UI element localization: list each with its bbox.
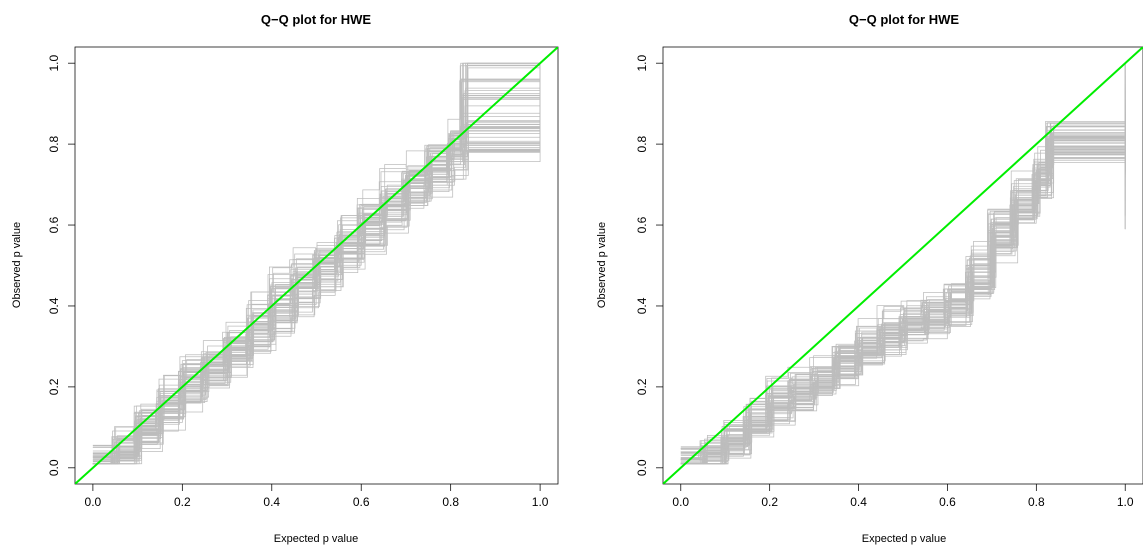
replicate-line: [680, 143, 1126, 465]
x-tick-label: 0.6: [939, 495, 956, 509]
x-tick-label: 0.6: [353, 495, 370, 509]
replicate-line: [680, 147, 1126, 462]
replicate-line: [680, 114, 1126, 456]
replicate-line: [680, 75, 1126, 465]
x-tick-label: 0.0: [672, 495, 689, 509]
y-axis-label: Observed p value: [596, 222, 608, 308]
y-tick-label: 0.4: [47, 297, 61, 314]
replicate-line: [680, 140, 1126, 465]
qq-panel-left: Q−Q plot for HWE 0.0 0.2 0.4 0.6 0.8 1.0 0.00…: [11, 12, 559, 545]
y-tick-label: 0.2: [47, 378, 61, 395]
x-axis-label: Expected p value: [862, 533, 946, 545]
replicate-line: [680, 157, 1126, 465]
replicate-line: [680, 138, 1126, 464]
chart-title: Q−Q plot for HWE: [261, 12, 371, 27]
plot-area: [662, 46, 1143, 485]
replicate-line: [92, 62, 541, 456]
x-tick-label: 0.4: [850, 495, 867, 509]
replicate-line: [92, 62, 541, 448]
y-tick-label: 0.0: [635, 459, 649, 476]
y-tick-label: 0.4: [635, 297, 649, 314]
replicate-line: [680, 128, 1126, 464]
replicate-line: [92, 104, 541, 465]
replicate-line: [92, 95, 541, 447]
y-tick-label: 0.8: [635, 135, 649, 152]
replicate-line: [680, 135, 1126, 451]
x-tick-label: 0.2: [761, 495, 778, 509]
simulated-replicates: [680, 63, 1126, 465]
y-axis-label: Observed p value: [11, 222, 23, 308]
replicate-line: [680, 139, 1126, 465]
y-tick-label: 0.2: [635, 378, 649, 395]
y-tick-label: 1.0: [635, 55, 649, 72]
reference-line: [75, 47, 558, 484]
x-tick-label: 1.0: [532, 495, 549, 509]
x-tick-label: 0.4: [263, 495, 280, 509]
replicate-line: [92, 80, 541, 448]
qq-panel-right: Q−Q plot for HWE 0.0 0.2 0.4 0.6 0.8 1.0 0.00…: [596, 12, 1143, 545]
x-tick-label: 0.0: [85, 495, 102, 509]
replicate-line: [680, 151, 1126, 461]
replicate-line: [92, 63, 541, 465]
y-axis-ticks: 0.0 0.2 0.4 0.6 0.8 1.0: [635, 55, 663, 476]
replicate-line: [680, 137, 1126, 460]
reference-line: [663, 47, 1143, 484]
x-tick-label: 0.2: [174, 495, 191, 509]
x-axis-label: Expected p value: [274, 533, 358, 545]
replicate-line: [680, 140, 1126, 465]
replicate-line: [680, 63, 1126, 450]
x-tick-label: 0.8: [1028, 495, 1045, 509]
replicate-line: [680, 118, 1126, 465]
replicate-line: [680, 138, 1126, 461]
replicate-line: [680, 90, 1126, 450]
chart-title: Q−Q plot for HWE: [849, 12, 959, 27]
replicate-line: [680, 126, 1126, 460]
replicate-line: [680, 111, 1126, 465]
replicate-line: [680, 140, 1126, 465]
y-tick-label: 1.0: [47, 55, 61, 72]
x-tick-label: 0.8: [442, 495, 459, 509]
x-axis-ticks: 0.0 0.2 0.4 0.6 0.8 1.0: [85, 484, 549, 509]
replicate-line: [92, 62, 541, 455]
replicate-line: [92, 63, 541, 459]
y-tick-label: 0.6: [635, 216, 649, 233]
replicate-line: [92, 136, 541, 454]
replicate-line: [680, 119, 1126, 465]
replicate-line: [680, 126, 1126, 453]
y-tick-label: 0.6: [47, 216, 61, 233]
replicate-line: [680, 132, 1126, 464]
replicate-line: [680, 142, 1126, 465]
replicate-line: [680, 63, 1126, 455]
replicate-line: [92, 63, 541, 460]
y-tick-label: 0.8: [47, 135, 61, 152]
plot-area: [74, 46, 559, 485]
x-axis-ticks: 0.0 0.2 0.4 0.6 0.8 1.0: [672, 484, 1134, 509]
y-tick-label: 0.0: [47, 459, 61, 476]
x-tick-label: 1.0: [1117, 495, 1134, 509]
replicate-line: [680, 148, 1126, 459]
replicate-line: [92, 64, 541, 457]
replicate-line: [680, 132, 1126, 456]
replicate-line: [680, 154, 1126, 465]
simulated-replicates: [92, 62, 541, 465]
y-axis-ticks: 0.0 0.2 0.4 0.6 0.8 1.0: [47, 55, 75, 476]
replicate-line: [92, 130, 541, 446]
replicate-line: [680, 101, 1126, 448]
replicate-line: [680, 114, 1126, 465]
